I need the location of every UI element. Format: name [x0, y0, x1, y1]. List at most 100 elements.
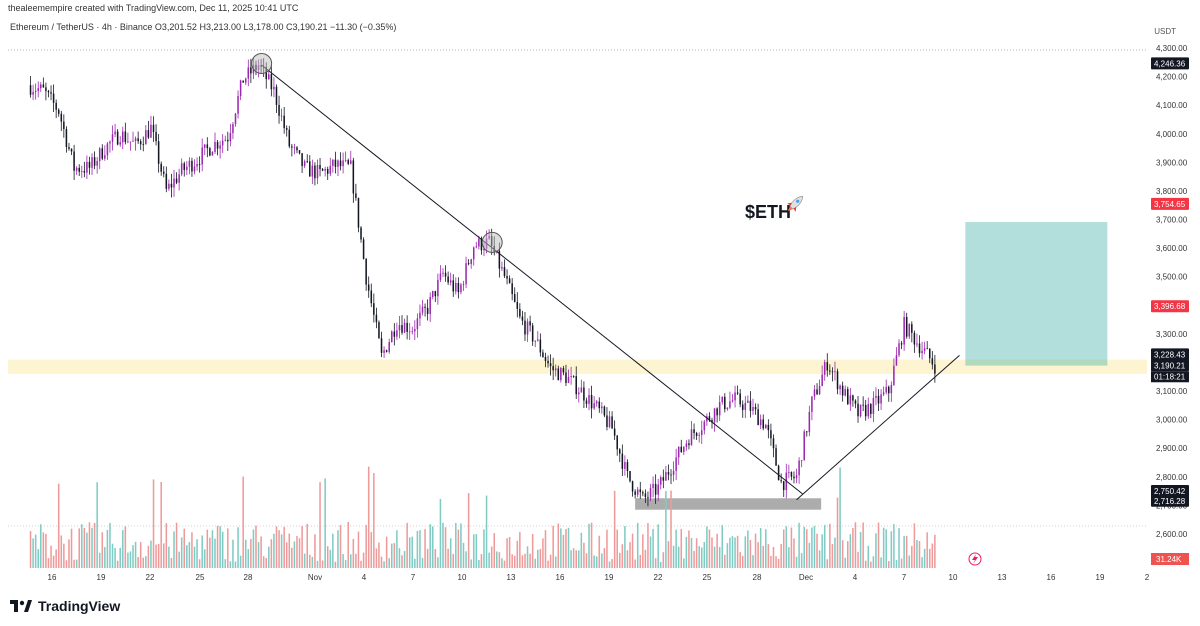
candle-body [931, 358, 934, 365]
candle-body [629, 470, 631, 482]
volume-bar [601, 553, 603, 568]
candle-body [700, 430, 703, 436]
candle-body [191, 160, 193, 172]
candle-body [45, 87, 47, 92]
candle-body [275, 86, 278, 105]
candle-body [101, 148, 104, 159]
volume-bar [598, 535, 601, 568]
candle-body [403, 322, 406, 333]
volume-bar [788, 547, 790, 568]
candle-body [734, 392, 736, 401]
eth-annotation: $ETH [745, 202, 791, 222]
candle-body [852, 395, 854, 401]
volume-bar [367, 466, 370, 568]
volume-bar [65, 560, 68, 568]
volume-bar [40, 524, 42, 568]
volume-bar [649, 536, 652, 568]
volume-bar [370, 532, 373, 568]
volume-bar [42, 532, 45, 568]
x-tick-label: 13 [507, 573, 516, 582]
candle-body [367, 284, 370, 291]
candle-body [444, 272, 447, 277]
candle-body [916, 343, 918, 345]
volume-bar [183, 528, 186, 568]
volume-bar [503, 560, 506, 568]
candle-body [754, 407, 757, 410]
candle-body [905, 316, 908, 337]
volume-bar [693, 550, 695, 568]
volume-bar [270, 539, 273, 568]
volume-bar [634, 559, 636, 568]
candle-body [598, 401, 601, 409]
candle-body [65, 128, 68, 148]
volume-bar [244, 539, 247, 568]
volume-bar [150, 540, 152, 568]
candle-body [680, 446, 683, 453]
volume-bar [677, 546, 680, 568]
candle-body [639, 489, 642, 493]
candle-body [324, 168, 326, 171]
volume-bar [593, 555, 595, 568]
candle-body [757, 409, 759, 426]
volume-label-box [1151, 553, 1189, 565]
candle-body [393, 331, 396, 337]
candle-body [685, 443, 688, 447]
price-label-box [1151, 484, 1189, 497]
candle-body [96, 160, 98, 166]
volume-bar [652, 528, 654, 568]
volume-bar [326, 546, 329, 568]
volume-bar [219, 526, 221, 568]
candle-body [462, 284, 465, 286]
volume-bar [580, 532, 583, 568]
candle-body [708, 416, 711, 421]
candle-body [611, 416, 613, 429]
volume-bar [119, 547, 121, 568]
candle-body [677, 446, 680, 458]
candle-body [288, 129, 291, 147]
target-zone [965, 222, 1108, 366]
candle-body [508, 278, 511, 284]
candle-body [608, 416, 611, 427]
candle-body [585, 400, 588, 404]
volume-bar [206, 529, 209, 568]
volume-bar [834, 537, 836, 568]
candle-body [373, 303, 375, 315]
volume-bar [918, 541, 921, 568]
candle-body [741, 404, 744, 410]
volume-bar [636, 522, 639, 568]
chart-credit: thealeemempire created with TradingView.… [8, 3, 299, 13]
volume-bar [342, 554, 344, 568]
y-tick-label: 3,800.00 [1156, 187, 1188, 196]
candle-body [834, 371, 836, 373]
volume-bar [265, 557, 268, 568]
candle-body [334, 159, 337, 167]
candle-body [173, 178, 175, 188]
volume-bar [570, 550, 572, 568]
candle-body [380, 338, 383, 353]
volume-bar [875, 533, 877, 568]
price-label-text: 2,750.42 [1154, 487, 1186, 496]
volume-bar [608, 561, 611, 568]
candle-body [675, 457, 677, 471]
volume-bar [665, 491, 667, 568]
x-tick-label: 16 [1047, 573, 1056, 582]
candle-body [298, 150, 301, 154]
price-label-box [1151, 197, 1189, 210]
volume-bar [560, 528, 562, 568]
candle-body [390, 331, 393, 343]
candle-body [506, 276, 508, 279]
candle-body [672, 470, 675, 475]
volume-bar [201, 535, 203, 568]
candle-body [347, 160, 349, 164]
volume-bar [188, 542, 191, 568]
candle-body [119, 142, 121, 145]
candle-body [529, 321, 531, 326]
candle-body [47, 91, 50, 93]
price-label-text: 4,246.36 [1154, 59, 1186, 68]
volume-bar [157, 543, 160, 568]
support-zone [635, 498, 822, 510]
footer-brand: TradingView [10, 598, 120, 614]
volume-bar [104, 547, 106, 568]
volume-bar [411, 536, 414, 568]
